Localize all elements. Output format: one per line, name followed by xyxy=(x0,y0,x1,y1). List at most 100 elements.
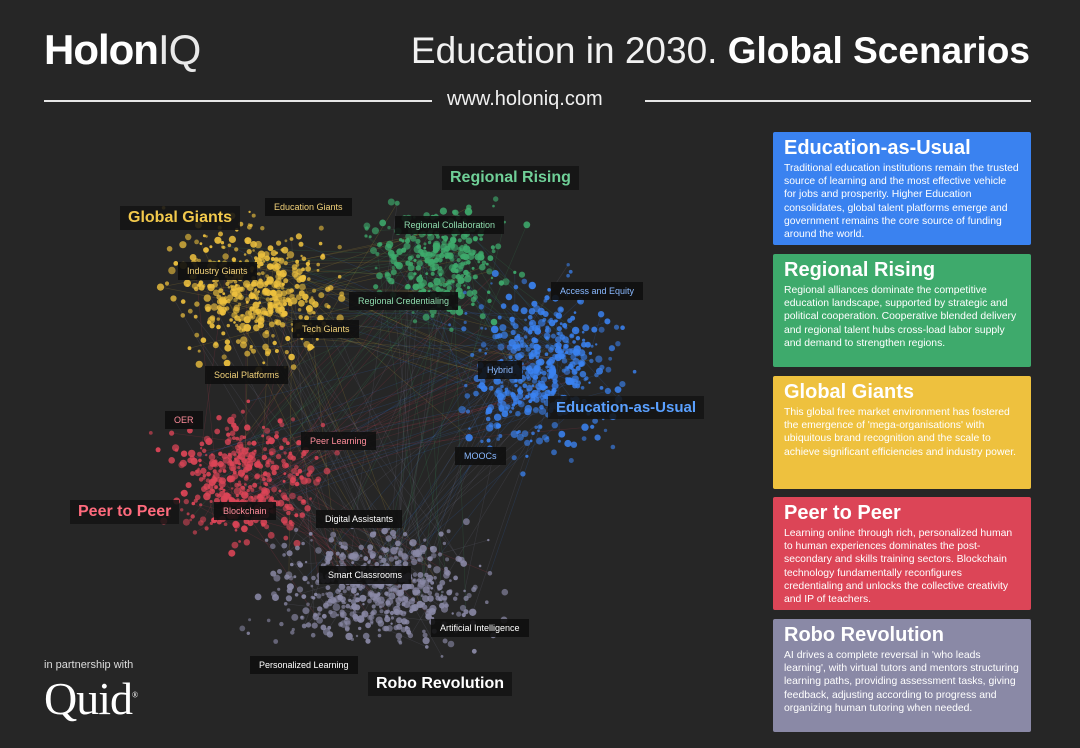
network-node xyxy=(355,634,359,638)
network-node xyxy=(274,430,279,435)
network-node xyxy=(277,273,284,280)
network-node xyxy=(247,223,251,227)
network-node xyxy=(265,440,270,445)
network-node xyxy=(219,309,226,316)
network-node xyxy=(524,439,531,446)
cluster-label-regional-rising: Regional Rising xyxy=(442,166,579,190)
network-node xyxy=(394,609,401,616)
network-node xyxy=(438,277,446,284)
network-node xyxy=(296,440,302,446)
network-node xyxy=(599,386,604,390)
network-node xyxy=(350,599,357,605)
network-node xyxy=(271,294,278,301)
network-node xyxy=(346,585,351,591)
network-node xyxy=(374,561,380,567)
network-node xyxy=(228,549,236,557)
network-node xyxy=(302,607,310,615)
network-node xyxy=(228,459,233,463)
network-node xyxy=(164,281,170,286)
network-node xyxy=(394,560,399,565)
network-edge xyxy=(284,249,462,498)
network-node xyxy=(536,387,541,392)
network-node xyxy=(203,492,211,501)
network-node xyxy=(464,207,473,216)
network-node xyxy=(412,319,418,324)
network-node xyxy=(544,295,550,301)
network-node xyxy=(534,425,538,429)
network-node xyxy=(496,437,501,441)
network-node xyxy=(245,300,249,304)
network-node xyxy=(523,397,526,401)
network-edge xyxy=(261,245,408,319)
network-node xyxy=(401,582,410,591)
network-node xyxy=(311,622,318,629)
network-node xyxy=(298,241,304,247)
network-node xyxy=(487,290,491,294)
network-node xyxy=(229,430,236,437)
network-node xyxy=(466,260,471,265)
network-node xyxy=(294,513,299,518)
network-node xyxy=(422,632,428,638)
network-node xyxy=(187,427,193,434)
network-node xyxy=(362,632,370,640)
network-node xyxy=(481,260,487,266)
network-node xyxy=(338,294,346,302)
network-node xyxy=(254,319,259,324)
network-node xyxy=(502,278,510,286)
network-node xyxy=(495,243,502,250)
network-node xyxy=(362,603,365,606)
network-node xyxy=(423,246,426,250)
site-url[interactable]: www.holoniq.com xyxy=(447,88,603,110)
network-node xyxy=(194,239,200,245)
network-node xyxy=(224,426,230,431)
network-node xyxy=(252,249,255,252)
network-node xyxy=(294,593,299,597)
network-edge xyxy=(192,356,511,459)
network-node xyxy=(461,253,469,260)
network-node xyxy=(277,587,281,591)
network-node xyxy=(268,448,276,456)
network-node xyxy=(364,234,368,238)
network-node xyxy=(226,432,231,437)
scenario-card-education-as-usual: Education-as-Usual Traditional education… xyxy=(773,132,1031,245)
network-node xyxy=(409,261,414,266)
network-node xyxy=(232,425,239,432)
network-node xyxy=(605,366,612,373)
network-node xyxy=(447,280,452,285)
network-node xyxy=(455,592,459,596)
network-node xyxy=(216,305,222,311)
network-node xyxy=(289,480,296,486)
network-node xyxy=(266,476,273,483)
network-node xyxy=(436,584,443,591)
network-node xyxy=(411,558,418,566)
network-node xyxy=(368,235,372,239)
network-node xyxy=(409,608,414,614)
network-node xyxy=(264,524,270,530)
network-node xyxy=(551,387,557,393)
network-node xyxy=(323,602,329,608)
network-node xyxy=(303,340,311,348)
scenario-title: Robo Revolution xyxy=(784,624,944,646)
network-node xyxy=(426,584,431,589)
network-node xyxy=(390,547,398,555)
network-node xyxy=(166,246,173,252)
network-node xyxy=(241,525,248,533)
tag-blockchain: Blockchain xyxy=(214,502,276,520)
network-node xyxy=(180,450,188,457)
network-node xyxy=(265,297,270,302)
network-node xyxy=(258,321,262,325)
network-node xyxy=(515,410,521,417)
network-node xyxy=(361,610,369,618)
network-node xyxy=(352,610,357,614)
network-node xyxy=(526,385,533,392)
network-node xyxy=(288,575,294,581)
network-node xyxy=(203,483,211,490)
network-node xyxy=(581,423,589,431)
scenario-description: Traditional education institutions remai… xyxy=(784,163,1019,241)
tag-digital-assistants: Digital Assistants xyxy=(316,510,403,528)
network-node xyxy=(306,472,311,477)
network-node xyxy=(279,422,285,428)
network-node xyxy=(397,589,405,596)
network-node xyxy=(480,342,487,348)
network-node xyxy=(463,609,469,615)
